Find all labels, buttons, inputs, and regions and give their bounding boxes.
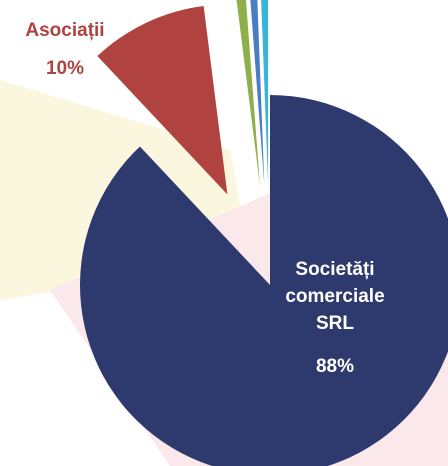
- pie-slice: [80, 95, 448, 466]
- slice-label: Asociații: [25, 20, 105, 41]
- slice-value-label: 88%: [315, 356, 355, 377]
- pie-slice: [250, 0, 265, 186]
- slice-value-label: 10%: [45, 58, 85, 79]
- pie-slice: [97, 6, 228, 195]
- pie-slice: [261, 0, 269, 186]
- slice-label: Societăți comerciale SRL: [285, 259, 385, 334]
- pie-slice: [236, 0, 260, 186]
